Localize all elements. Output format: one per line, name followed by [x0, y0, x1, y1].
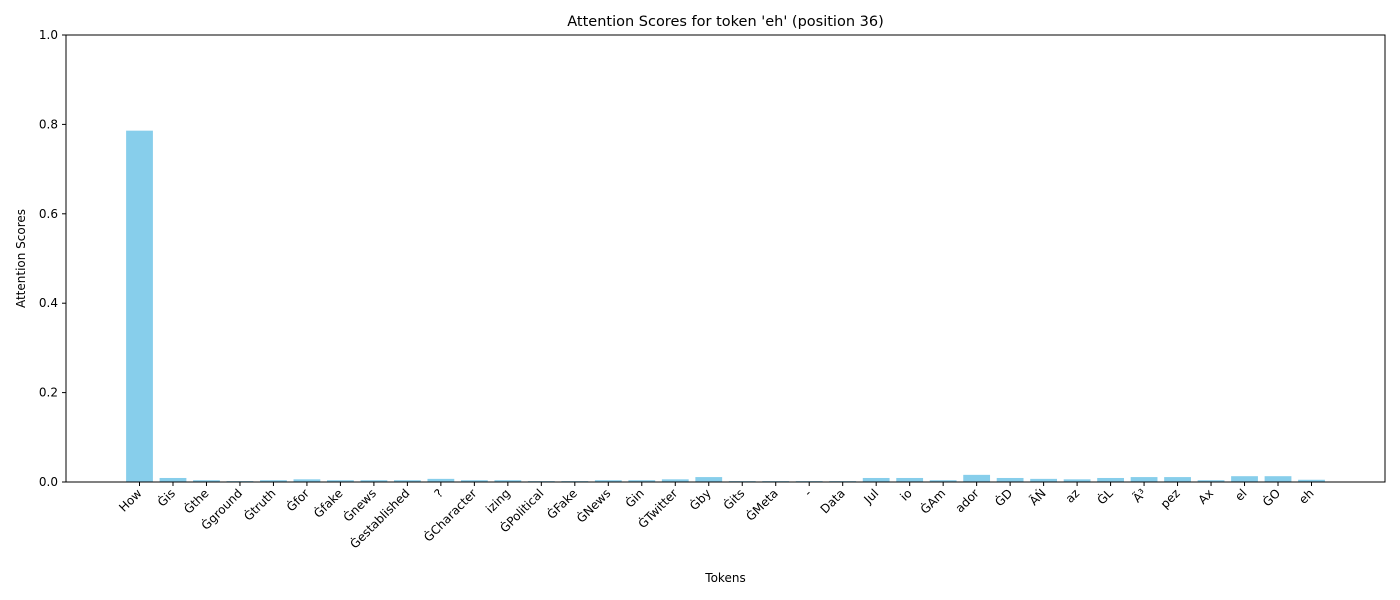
bar-29: [1097, 477, 1124, 482]
x-tick-label: Data: [818, 486, 848, 516]
y-tick-label: 0.0: [39, 475, 58, 489]
bar-32: [1197, 480, 1225, 482]
x-tick-label: ĠNews: [573, 485, 614, 526]
bar-0: [126, 130, 153, 482]
bar-11: [494, 480, 522, 482]
y-tick-label: 0.8: [39, 117, 58, 131]
bars-group: [126, 130, 1325, 482]
bar-1: [159, 477, 187, 482]
bar-26: [996, 477, 1024, 482]
x-tick-label: az: [1063, 486, 1083, 506]
bar-34: [1264, 476, 1292, 482]
bar-10: [460, 480, 488, 482]
bar-25: [963, 474, 991, 482]
x-tick-label: ĠL: [1093, 485, 1116, 508]
x-tick-label: izing: [483, 486, 513, 516]
x-tick-label: ĠD: [991, 485, 1015, 509]
x-tick-label: Ã³: [1129, 485, 1149, 505]
bar-24: [929, 480, 957, 482]
bar-14: [594, 480, 622, 482]
x-tick-label: ÃŃ: [1026, 486, 1049, 509]
bar-23: [896, 477, 924, 482]
bar-7: [360, 480, 388, 482]
x-tick-label: Ġits: [719, 485, 747, 513]
x-tick-label: io: [897, 486, 914, 503]
x-tick-label: ĠO: [1259, 485, 1284, 510]
bar-2: [193, 480, 220, 482]
bar-28: [1063, 479, 1091, 482]
y-axis: 0.0 0.2 0.4 0.6 0.8 1.0: [39, 28, 66, 489]
y-tick-label: 0.2: [39, 386, 58, 400]
chart-title: Attention Scores for token 'eh' (positio…: [567, 14, 884, 30]
x-tick-label: pez: [1158, 486, 1183, 511]
bar-15: [628, 480, 656, 482]
x-tick-label: el: [1232, 486, 1249, 503]
bar-5: [293, 479, 321, 482]
bar-6: [327, 480, 354, 482]
x-tick-label: Ġby: [686, 485, 714, 513]
bar-27: [1030, 478, 1058, 482]
bar-31: [1164, 477, 1191, 482]
plot-frame: [65, 34, 1386, 483]
x-tick-label: Ġfor: [282, 485, 312, 515]
bar-9: [427, 478, 455, 482]
x-tick-label: ĠCharacter: [420, 485, 480, 545]
bar-33: [1231, 476, 1258, 482]
x-tick-label: Ġin: [621, 485, 647, 511]
x-tick-label: Ġis: [153, 485, 178, 510]
bar-22: [862, 477, 890, 482]
bar-30: [1130, 477, 1158, 482]
x-tick-label: Jul: [860, 486, 881, 507]
bar-16: [661, 479, 689, 482]
bar-8: [393, 480, 421, 482]
y-tick-label: 1.0: [39, 28, 58, 42]
x-tick-label: ?: [432, 486, 446, 500]
x-axis-label: Tokens: [704, 571, 745, 585]
y-tick-label: 0.6: [39, 207, 58, 221]
x-tick-label: Ax: [1195, 486, 1216, 507]
x-tick-label: ĠAm: [916, 485, 948, 517]
x-tick-label: ĠMeta: [742, 485, 781, 524]
bar-4: [260, 480, 287, 482]
bar-17: [695, 477, 723, 482]
x-tick-label: eh: [1296, 486, 1317, 507]
x-tick-label: Ġtruth: [240, 485, 279, 524]
x-tick-label: ador: [953, 486, 982, 515]
x-tick-label: -: [801, 486, 814, 499]
y-axis-label: Attention Scores: [14, 209, 28, 308]
x-tick-label: How: [116, 486, 145, 515]
bar-35: [1298, 479, 1325, 482]
y-tick-label: 0.4: [39, 296, 58, 310]
x-tick-label: Ġthe: [180, 485, 212, 517]
